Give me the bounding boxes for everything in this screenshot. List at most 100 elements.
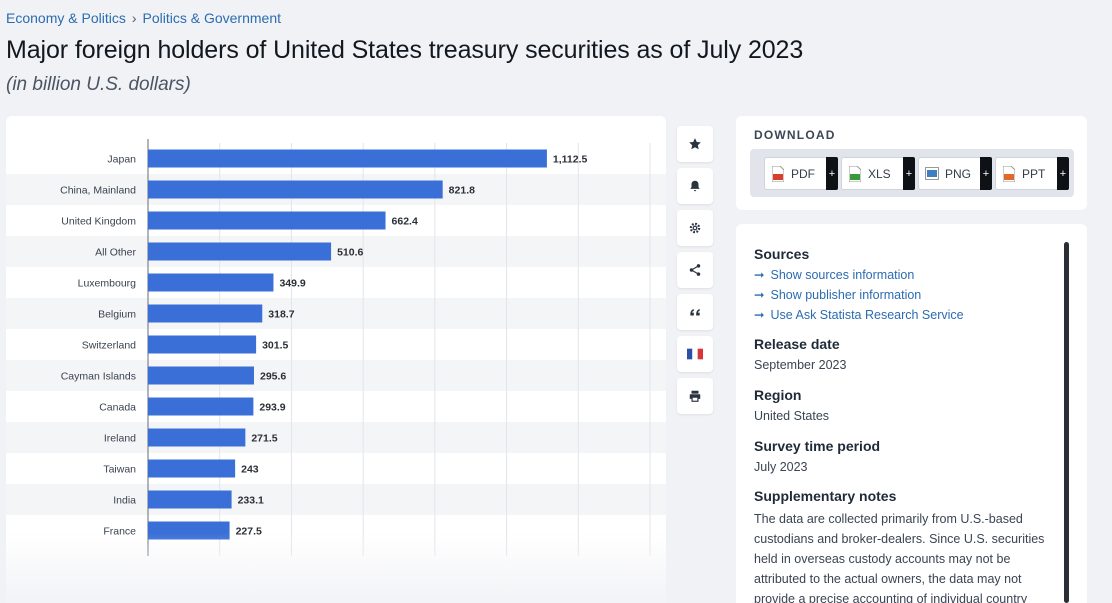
category-label: Japan <box>107 154 136 166</box>
xls-file-icon <box>849 166 861 182</box>
bar-chart: Japan 1,112.5 China, Mainland 821.8 United K… <box>6 139 666 556</box>
download-pdf-plus[interactable]: + <box>826 157 838 190</box>
category-label: Taiwan <box>103 464 136 476</box>
download-title: DOWNLOAD <box>754 128 836 142</box>
show-sources-link-label: Show sources information <box>770 268 915 282</box>
breadcrumb: Economy & Politics › Politics & Government <box>6 10 281 26</box>
value-label: 295.6 <box>260 371 286 383</box>
download-xls-button[interactable]: XLS + <box>841 157 915 190</box>
download-png-plus[interactable]: + <box>980 157 992 190</box>
pdf-file-icon <box>772 166 784 182</box>
download-pdf-label: PDF <box>791 167 815 181</box>
survey-period-value: July 2023 <box>754 460 808 474</box>
value-label: 233.1 <box>238 495 264 507</box>
arrow-right-icon: ➞ <box>754 288 765 302</box>
page-title: Major foreign holders of United States t… <box>6 36 804 64</box>
bar-all-other[interactable] <box>148 242 332 261</box>
sources-heading: Sources <box>754 246 810 262</box>
favorite-button[interactable] <box>677 126 713 162</box>
download-buttons: PDF + XLS + PNG + PPT + <box>750 149 1074 197</box>
show-sources-link[interactable]: ➞ Show sources information <box>754 267 914 282</box>
value-label: 510.6 <box>337 247 363 259</box>
category-label: Switzerland <box>82 340 136 352</box>
release-date-value: September 2023 <box>754 358 847 372</box>
bar-united-kingdom[interactable] <box>148 211 386 230</box>
category-label: United Kingdom <box>61 216 136 228</box>
download-panel: DOWNLOAD PDF + XLS + PNG + PPT + <box>736 116 1087 210</box>
language-button[interactable] <box>677 336 713 372</box>
region-value: United States <box>754 409 830 423</box>
chart-card: Japan 1,112.5 China, Mainland 821.8 United K… <box>6 116 666 603</box>
value-label: 318.7 <box>268 309 294 321</box>
supplementary-notes-heading: Supplementary notes <box>754 488 897 504</box>
value-label: 1,112.5 <box>553 154 588 166</box>
arrow-right-icon: ➞ <box>754 308 765 322</box>
show-publisher-link[interactable]: ➞ Show publisher information <box>754 287 921 302</box>
survey-period-heading: Survey time period <box>754 438 881 454</box>
print-button[interactable] <box>677 378 713 414</box>
quote-icon <box>690 309 700 316</box>
download-png-label: PNG <box>945 167 972 181</box>
category-label: Canada <box>99 402 136 414</box>
french-flag-icon <box>687 348 703 360</box>
statistic-details-panel: Sources ➞ Show sources information ➞ Show … <box>736 224 1087 603</box>
settings-button[interactable] <box>677 210 713 246</box>
category-label: Ireland <box>104 433 136 445</box>
bar-switzerland[interactable] <box>148 335 257 354</box>
download-xls-plus[interactable]: + <box>903 157 915 190</box>
bar-canada[interactable] <box>148 397 254 416</box>
row-stripe <box>6 422 666 453</box>
notification-button[interactable] <box>677 168 713 204</box>
download-ppt-label: PPT <box>1022 167 1046 181</box>
value-label: 243 <box>241 464 259 476</box>
share-icon <box>689 264 701 276</box>
download-ppt-plus[interactable]: + <box>1057 157 1069 190</box>
page-subtitle: (in billion U.S. dollars) <box>6 74 191 95</box>
value-label: 293.9 <box>259 402 285 414</box>
ask-research-service-link[interactable]: ➞ Use Ask Statista Research Service <box>754 307 964 322</box>
value-label: 271.5 <box>251 433 277 445</box>
value-label: 301.5 <box>262 340 288 352</box>
bar-taiwan[interactable] <box>148 459 236 478</box>
bar-china-mainland[interactable] <box>148 180 443 199</box>
row-stripe <box>6 360 666 391</box>
png-file-icon <box>925 167 939 180</box>
value-label: 821.8 <box>449 185 475 197</box>
arrow-right-icon: ➞ <box>754 268 765 282</box>
region-heading: Region <box>754 387 802 403</box>
bar-japan[interactable] <box>148 149 547 168</box>
bar-india[interactable] <box>148 490 232 509</box>
release-date-heading: Release date <box>754 336 840 352</box>
print-icon <box>689 390 701 402</box>
ppt-file-icon <box>1003 166 1015 182</box>
download-pdf-button[interactable]: PDF + <box>764 157 838 190</box>
bar-belgium[interactable] <box>148 304 263 323</box>
value-label: 227.5 <box>236 526 262 538</box>
bar-france[interactable] <box>148 521 230 540</box>
category-label: China, Mainland <box>60 185 136 197</box>
bar-cayman-islands[interactable] <box>148 366 254 385</box>
breadcrumb-economy-politics[interactable]: Economy & Politics <box>6 10 126 26</box>
category-label: Cayman Islands <box>61 371 136 383</box>
category-label: Luxembourg <box>78 278 137 290</box>
download-ppt-button[interactable]: PPT + <box>995 157 1069 190</box>
bar-luxembourg[interactable] <box>148 273 274 292</box>
breadcrumb-politics-government[interactable]: Politics & Government <box>142 10 282 26</box>
info-scrollbar[interactable] <box>1064 242 1069 603</box>
bell-icon <box>690 180 700 192</box>
supplementary-notes-text: The data are collected primarily from U.… <box>754 512 1045 603</box>
row-stripe <box>6 236 666 267</box>
download-png-button[interactable]: PNG + <box>918 157 992 190</box>
value-label: 349.9 <box>279 278 305 290</box>
cite-button[interactable] <box>677 294 713 330</box>
share-button[interactable] <box>677 252 713 288</box>
category-label: India <box>113 495 136 507</box>
ask-research-service-link-label: Use Ask Statista Research Service <box>770 308 964 322</box>
download-xls-label: XLS <box>868 167 891 181</box>
star-icon <box>689 138 701 150</box>
bar-ireland[interactable] <box>148 428 246 447</box>
show-publisher-link-label: Show publisher information <box>770 288 922 302</box>
gear-icon <box>689 222 701 234</box>
row-stripe <box>6 298 666 329</box>
breadcrumb-separator: › <box>131 10 137 26</box>
